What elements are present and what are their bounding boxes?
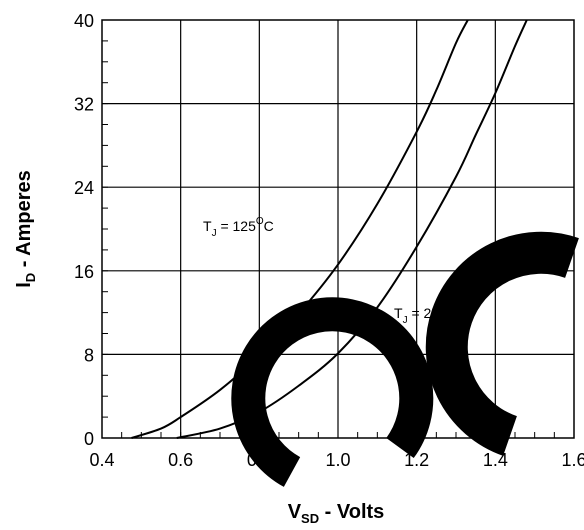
x-tick-label: 0.6 xyxy=(168,450,193,470)
x-tick-label: 1.0 xyxy=(325,450,350,470)
y-tick-label: 0 xyxy=(84,429,94,449)
y-tick-label: 40 xyxy=(74,11,94,31)
y-tick-label: 16 xyxy=(74,262,94,282)
x-tick-labels: 0.4 0.6 0.8 1.0 1.2 1.4 1.6 xyxy=(89,450,584,470)
y-tick-label: 24 xyxy=(74,178,94,198)
x-tick-label: 1.4 xyxy=(483,450,508,470)
x-tick-label: 0.4 xyxy=(89,450,114,470)
x-axis-title: VSD - Volts xyxy=(288,501,385,526)
minor-ticks xyxy=(101,19,575,439)
series-line-0 xyxy=(131,19,469,439)
grid xyxy=(102,20,574,438)
x-tick-label: 1.6 xyxy=(561,450,584,470)
y-axis-title: ID - Amperes xyxy=(13,170,38,288)
y-tick-label: 32 xyxy=(74,95,94,115)
y-tick-label: 8 xyxy=(84,345,94,365)
y-tick-labels: 0 8 16 24 32 40 xyxy=(74,11,94,449)
watermark-logo xyxy=(231,231,579,487)
annotation-125c: TJ = 125OC xyxy=(203,216,274,239)
